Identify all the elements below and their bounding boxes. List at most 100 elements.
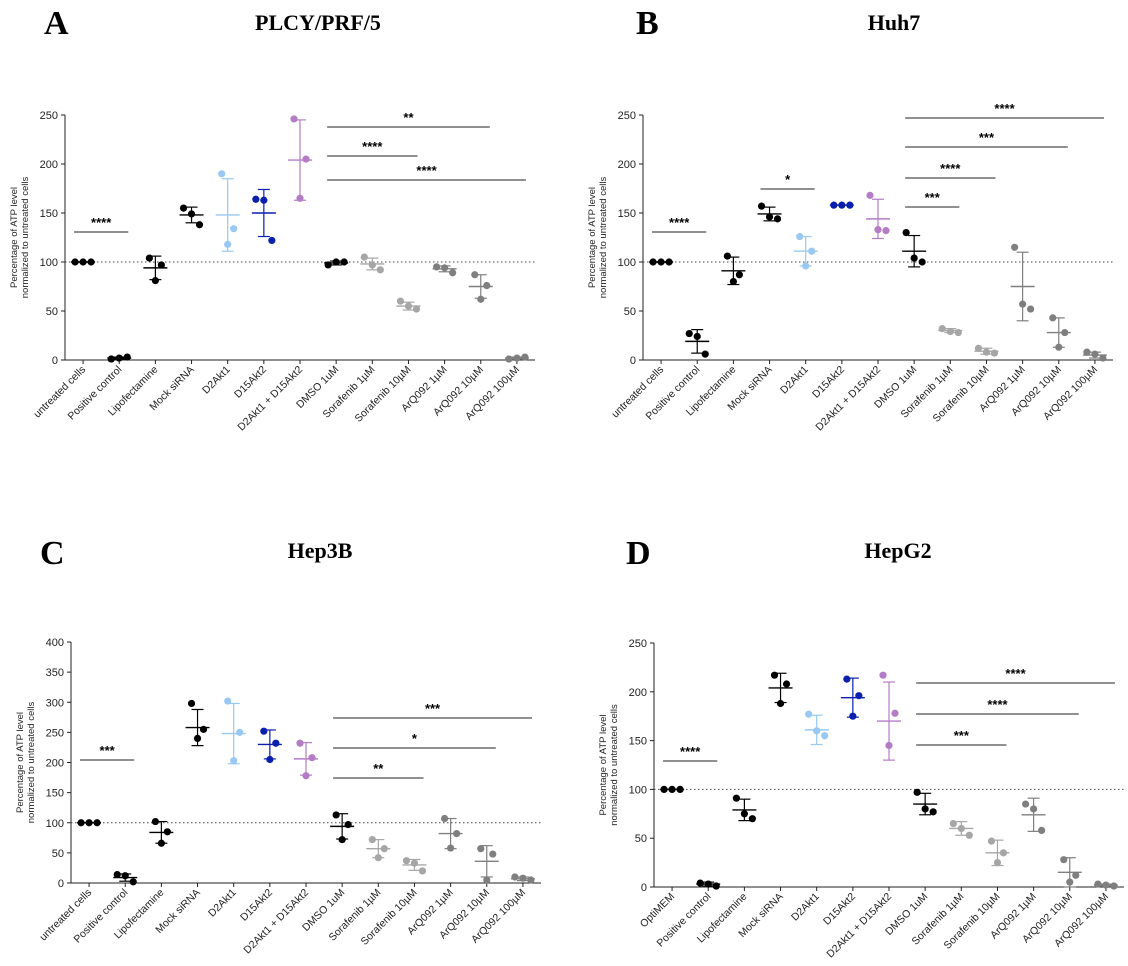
x-tick-label: D2Akt1 [200, 364, 233, 397]
chart-panel-3: 0 50 100 150 200 250 Percentage of ATP levelno… [598, 638, 1124, 960]
data-point [107, 355, 115, 363]
data-point [902, 229, 910, 237]
significance-label: **** [91, 215, 112, 230]
data-point [260, 727, 268, 735]
data-point [957, 824, 965, 833]
y-axis-label: Percentage of ATP levelnormalized to unt… [15, 702, 37, 824]
data-point [380, 845, 388, 853]
significance-label: **** [680, 744, 701, 759]
y-axis-label: Percentage of ATP levelnormalized to unt… [9, 177, 31, 299]
panel-b: B Huh7 [636, 5, 920, 42]
data-point [447, 844, 455, 852]
data-point [1072, 871, 1080, 879]
data-point [449, 269, 457, 277]
significance-label: **** [994, 101, 1015, 116]
data-point [324, 261, 332, 269]
significance-label: **** [416, 163, 437, 178]
y-axis-label-line1: Percentage of ATP level [587, 187, 598, 288]
data-point [838, 201, 846, 209]
data-point [660, 785, 668, 794]
data-point [151, 277, 159, 285]
chart-panel-0: 0 50 100 150 200 250 Percentage of ATP levelno… [9, 110, 535, 433]
panel-letter: A [44, 5, 69, 42]
data-point [121, 872, 129, 880]
data-point [1110, 882, 1118, 890]
data-point [453, 829, 461, 838]
data-point [999, 849, 1008, 857]
data-point [302, 772, 310, 780]
data-point [471, 271, 479, 279]
data-point [885, 741, 893, 750]
significance-label: *** [925, 190, 941, 205]
data-point [521, 353, 529, 361]
y-tick-label: 200 [629, 687, 647, 699]
data-point [757, 202, 766, 210]
data-point [410, 859, 419, 867]
data-point [402, 857, 411, 865]
y-axis-label-line2: normalized to untreated cells [20, 177, 31, 299]
data-point [830, 201, 838, 209]
data-point [418, 867, 427, 875]
data-point [855, 692, 863, 700]
significance-label: **** [1005, 666, 1026, 681]
y-tick-label: 100 [40, 257, 58, 269]
data-point [230, 757, 238, 765]
y-axis-label-line2: normalized to untreated cells [598, 177, 609, 299]
data-point [266, 755, 274, 764]
data-point [489, 850, 497, 858]
data-point [748, 815, 756, 823]
data-point [874, 226, 882, 234]
data-point [1030, 805, 1038, 813]
data-point [676, 785, 684, 794]
data-point [954, 328, 962, 337]
x-tick-label: D2Akt1 + D15Akt2 [813, 364, 883, 434]
y-axis-label-line2: normalized to untreated cells [609, 704, 620, 826]
significance-label: **** [987, 697, 1008, 712]
data-point [199, 725, 208, 733]
data-point [296, 739, 304, 747]
data-point [344, 820, 352, 829]
data-point [891, 709, 899, 717]
data-point [938, 325, 946, 333]
data-point [879, 671, 887, 679]
data-point [236, 728, 244, 736]
y-tick-label: 300 [46, 697, 64, 709]
data-point [1011, 243, 1019, 251]
data-point [729, 278, 737, 286]
y-axis-label-line1: Percentage of ATP level [9, 187, 20, 288]
data-point [187, 699, 196, 708]
data-point [290, 115, 298, 123]
data-point [918, 258, 926, 266]
chart-panel-2: 0 50 100 150 200 250 300 350 400 Percentage of AT… [15, 637, 541, 956]
data-point [368, 836, 376, 844]
y-tick-label: 200 [46, 758, 64, 770]
data-point [813, 727, 821, 735]
data-point [723, 252, 731, 260]
significance-label: **** [940, 161, 961, 176]
data-point [441, 814, 449, 823]
data-point [1019, 300, 1027, 308]
data-point [701, 350, 709, 358]
data-point [302, 155, 310, 163]
significance-label: ** [403, 110, 414, 125]
y-tick-label: 250 [40, 110, 58, 122]
data-point [849, 712, 857, 720]
y-tick-label: 100 [46, 818, 64, 830]
data-point [802, 262, 810, 270]
data-point [157, 261, 165, 269]
panel-title: Huh7 [868, 10, 921, 35]
data-point [821, 732, 829, 740]
panel-a: A PLCY/PRF/5 [44, 5, 381, 42]
data-point [224, 240, 232, 248]
data-point [910, 254, 918, 262]
data-point [218, 170, 226, 178]
y-tick-label: 400 [46, 637, 64, 649]
data-point [1091, 350, 1099, 358]
data-point [1038, 826, 1046, 834]
data-point [483, 281, 491, 290]
panel-title: Hep3B [288, 538, 353, 563]
data-point [974, 344, 983, 352]
data-point [477, 845, 485, 853]
y-tick-label: 0 [641, 882, 647, 894]
